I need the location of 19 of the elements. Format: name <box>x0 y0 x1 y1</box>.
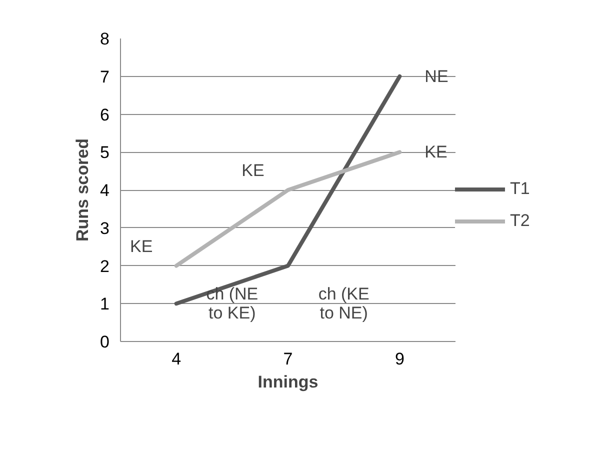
y-tick-label: 6 <box>100 105 110 124</box>
y-axis-title: Runs scored <box>73 138 92 242</box>
annotation: KE <box>130 236 153 256</box>
annotation: ch (KE to NE) <box>318 284 370 323</box>
legend-label: T1 <box>510 179 530 199</box>
y-tick-label: 4 <box>100 181 110 200</box>
x-tick-label: 9 <box>394 350 404 368</box>
y-tick-label: 3 <box>100 218 110 238</box>
x-tick-label: 7 <box>283 350 293 368</box>
x-tick-label: 4 <box>172 350 182 368</box>
y-tick-label: 5 <box>100 143 110 162</box>
y-tick-label: 8 <box>100 30 110 48</box>
y-tick-label: 1 <box>100 294 110 314</box>
x-axis-title: Innings <box>258 372 318 392</box>
annotation: KE <box>242 161 264 180</box>
y-tick-label: 7 <box>100 67 110 86</box>
legend-label: T2 <box>510 211 530 231</box>
y-tick-label: 0 <box>100 332 110 352</box>
y-tick-label: 2 <box>100 256 110 276</box>
